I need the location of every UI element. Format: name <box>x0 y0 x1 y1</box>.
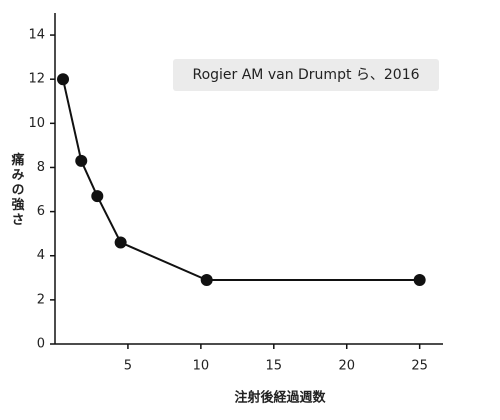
x-tick-label: 25 <box>411 359 428 374</box>
x-tick-label: 15 <box>266 359 283 374</box>
y-tick-label: 4 <box>37 248 45 263</box>
point <box>75 154 88 167</box>
point <box>114 236 127 249</box>
x-axis-label: 注射後経過週数 <box>234 390 326 406</box>
point <box>413 274 426 287</box>
annotation-box <box>173 59 439 91</box>
point <box>91 190 104 203</box>
y-tick-label: 6 <box>37 204 45 219</box>
point <box>57 73 70 86</box>
y-tick-label: 0 <box>37 337 45 352</box>
y-tick-label: 8 <box>37 160 45 175</box>
line <box>62 78 420 282</box>
y-tick-label: 12 <box>28 72 45 87</box>
x-tick-label: 20 <box>338 359 355 374</box>
x-tick-label: 10 <box>193 359 210 374</box>
y-axis-label: 痛みの強さ <box>9 152 26 228</box>
y-tick-label: 14 <box>28 28 45 43</box>
y-tick-label: 2 <box>37 292 45 307</box>
y-tick-label: 10 <box>28 116 45 131</box>
x-tick-label: 5 <box>124 359 132 374</box>
point <box>200 274 213 287</box>
annotation: Rogier AM van Drumpt ら、2016 <box>192 67 419 83</box>
